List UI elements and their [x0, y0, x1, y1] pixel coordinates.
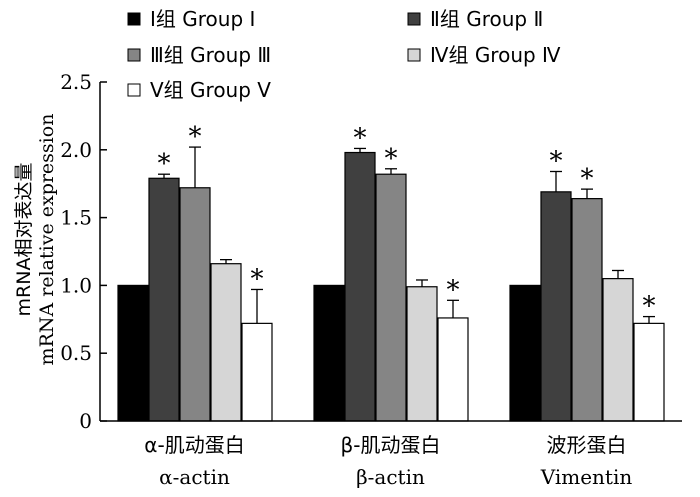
y-axis-label: mRNA相对表达量 mRNA relative expression	[13, 114, 58, 366]
legend-entry-label: Ⅲ组 Group Ⅲ	[150, 43, 271, 67]
significance-marker: *	[550, 146, 563, 176]
x-axis: α-肌动蛋白 α-actin β-肌动蛋白 β-actin 波形蛋白 Vimentin	[100, 420, 682, 489]
y-axis-label-line: mRNA相对表达量	[13, 163, 35, 317]
x-tick-label-en: α-actin	[159, 465, 230, 489]
bar	[571, 198, 603, 422]
bar	[540, 191, 572, 422]
legend-swatch	[407, 12, 421, 26]
y-axis-label-line: mRNA relative expression	[36, 114, 58, 366]
legend-swatch	[127, 48, 141, 62]
significance-marker: *	[385, 144, 398, 174]
y-tick-label: 1.5	[60, 206, 92, 230]
y-tick-label: 0.5	[60, 341, 92, 365]
bar	[602, 278, 634, 422]
bar	[406, 286, 438, 422]
bar	[241, 322, 273, 422]
bar	[437, 317, 469, 422]
legend-swatch	[127, 12, 141, 26]
legend-entry-label: Ⅴ组 Group Ⅴ	[150, 78, 271, 102]
legend-entry-label: Ⅳ组 Group Ⅳ	[430, 43, 561, 67]
x-tick-label-zh: α-肌动蛋白	[144, 433, 244, 457]
y-tick-label: 2.5	[60, 70, 92, 94]
x-tick-label-en: β-actin	[356, 465, 425, 489]
bar	[179, 187, 211, 422]
y-tick-label: 2.0	[60, 138, 92, 162]
legend-swatch	[407, 48, 421, 62]
bar	[509, 284, 541, 422]
bar	[633, 322, 665, 422]
bar	[210, 263, 242, 422]
x-tick-label-en: Vimentin	[540, 465, 633, 489]
bar	[148, 177, 180, 422]
bars: * * * * * * * * *	[117, 122, 665, 422]
legend: Ⅰ组 Group Ⅰ Ⅱ组 Group Ⅱ Ⅲ组 Group Ⅲ Ⅳ组 Group Ⅳ…	[127, 7, 561, 102]
bar	[313, 284, 345, 422]
legend-entry-label: Ⅰ组 Group Ⅰ	[150, 7, 255, 31]
significance-marker: *	[158, 149, 171, 179]
y-tick-label: 1.0	[60, 273, 92, 297]
legend-swatch	[127, 83, 141, 97]
significance-marker: *	[251, 264, 264, 294]
bar	[375, 173, 407, 422]
y-tick-label: 0	[79, 409, 92, 433]
legend-entry-label: Ⅱ组 Group Ⅱ	[430, 7, 543, 31]
bar	[117, 284, 149, 422]
bar	[344, 151, 376, 422]
significance-marker: *	[354, 123, 367, 153]
x-tick-label-zh: β-肌动蛋白	[341, 433, 441, 457]
significance-marker: *	[189, 122, 202, 152]
significance-marker: *	[581, 164, 594, 194]
y-axis: 0 0.5 1.0 1.5 2.0 2.5	[60, 70, 107, 433]
x-tick-label-zh: 波形蛋白	[547, 433, 627, 457]
significance-marker: *	[447, 275, 460, 305]
significance-marker: *	[643, 292, 656, 322]
